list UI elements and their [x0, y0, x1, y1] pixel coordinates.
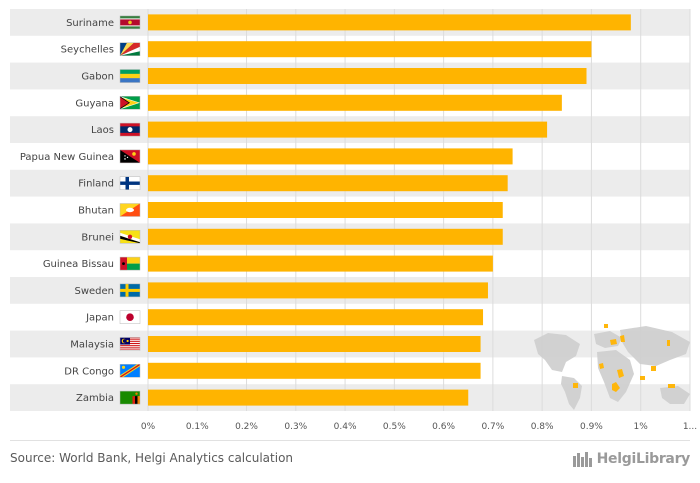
dr-congo-flag-icon — [119, 364, 141, 378]
x-tick-label: 0.6% — [432, 422, 455, 432]
category-label: Brunei — [81, 232, 114, 243]
sweden-flag-icon — [119, 283, 141, 298]
laos-flag-icon — [119, 122, 141, 137]
category-label: Bhutan — [78, 206, 114, 217]
finland-flag-icon — [119, 176, 141, 190]
bar-malaysia[interactable] — [148, 336, 481, 352]
category-label: Laos — [91, 125, 114, 136]
brand-name: HelgiLibrary — [596, 451, 691, 467]
bar-dr-congo[interactable] — [148, 362, 481, 379]
x-tick-label: 0% — [141, 422, 156, 432]
x-tick-label: 0.2% — [235, 422, 258, 432]
bar-suriname[interactable] — [148, 14, 631, 31]
x-tick-label: 0.1% — [186, 422, 209, 432]
category-label: Zambia — [76, 393, 114, 404]
x-tick-label: 0.7% — [481, 422, 504, 432]
world-map-icon — [534, 324, 690, 410]
bar-sweden[interactable] — [148, 282, 488, 299]
x-tick-label: 0.4% — [334, 422, 357, 432]
bar-laos[interactable] — [148, 121, 548, 138]
bar-papua-new-guinea[interactable] — [148, 148, 513, 165]
category-label: DR Congo — [64, 366, 114, 377]
malaysia-flag-icon — [119, 337, 141, 351]
x-tick-label: 0.3% — [284, 422, 307, 432]
x-tick-label: 0.8% — [531, 422, 554, 432]
seychelles-flag-icon — [119, 42, 141, 56]
library-icon — [572, 452, 592, 467]
category-label: Guyana — [75, 98, 114, 109]
zambia-flag-icon — [119, 390, 141, 405]
category-label: Gabon — [81, 72, 114, 83]
guyana-flag-icon — [119, 96, 141, 110]
bar-bhutan[interactable] — [148, 202, 503, 218]
bar-finland[interactable] — [148, 175, 508, 192]
category-label: Papua New Guinea — [20, 152, 114, 163]
footer-divider — [10, 440, 690, 441]
x-tick-label: 0.5% — [383, 422, 406, 432]
x-tick-label: 1... — [683, 422, 697, 432]
category-label: Guinea Bissau — [43, 259, 114, 270]
bar-zambia[interactable] — [148, 389, 469, 406]
bar-seychelles[interactable] — [148, 41, 592, 58]
category-label: Suriname — [66, 18, 114, 29]
bar-brunei[interactable] — [148, 228, 503, 245]
japan-flag-icon — [119, 310, 141, 324]
bar-guyana[interactable] — [148, 94, 562, 111]
x-tick-label: 0.9% — [580, 422, 603, 432]
source-note: Source: World Bank, Helgi Analytics calc… — [10, 451, 294, 465]
bar-japan[interactable] — [148, 309, 484, 326]
x-tick-label: 1% — [634, 422, 649, 432]
gabon-flag-icon — [119, 69, 141, 83]
bar-gabon[interactable] — [148, 68, 587, 84]
guinea-bissau-flag-icon — [119, 256, 141, 271]
suriname-flag-icon — [119, 15, 141, 30]
bhutan-flag-icon — [119, 203, 141, 217]
brunei-flag-icon — [119, 230, 141, 244]
category-label: Japan — [85, 313, 114, 324]
category-label: Finland — [78, 179, 114, 190]
category-label: Sweden — [74, 286, 114, 297]
brand-logo: HelgiLibrary — [572, 449, 690, 469]
category-label: Seychelles — [61, 45, 114, 56]
bar-guinea-bissau[interactable] — [148, 255, 493, 272]
category-label: Malaysia — [70, 340, 114, 351]
papua-new-guinea-flag-icon — [119, 149, 141, 164]
